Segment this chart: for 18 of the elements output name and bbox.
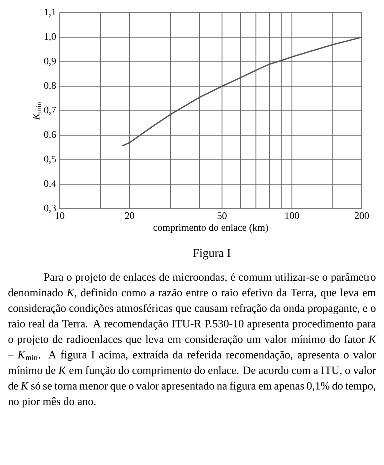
x-tick-label: 50	[218, 212, 227, 220]
x-axis-title: comprimento do enlace (km)	[154, 224, 268, 234]
y-tick-label: 0,8	[44, 82, 56, 91]
y-tick-label: 0,9	[44, 58, 56, 66]
text: Para o projeto de enlaces de microondas, é comum utilizar-se o parâmetro denominado K, definido como a razão entre o raio efetivo da Terra, que leva em consideração condições atmosféricas que causam refração da onda propagante, e o raio real da Terra. A recomendação ITU-R P.530-10 apresenta procedimento para o projeto de radioenlaces que leva em consideração um valor mínimo do fator K – K$_{min}$. A figura I acima, extraída da referida recomendação, apresenta o valor mínimo de K em função do comprimento do enlace. De acordo com a ITU, o valor de K só se torna menor que o valor apresentado na figura em apenas 0,1% do tempo, no pior mês do ano.	[8, 273, 377, 408]
y-tick-label: 0,5	[44, 156, 56, 164]
text: Figura I	[193, 249, 231, 260]
y-tick-label: 1,1	[44, 8, 56, 18]
x-tick-label: 200	[354, 212, 370, 220]
x-tick-label: 20	[125, 212, 134, 220]
y-tick-label: 0,6	[44, 131, 56, 140]
y-axis-title: K$_{min}$	[33, 102, 42, 120]
y-tick-label: 0,3	[44, 204, 56, 214]
y-tick-label: 0,4	[44, 180, 56, 189]
y-tick-label: 1,0	[44, 33, 56, 42]
x-tick-label: 100	[286, 212, 300, 220]
y-tick-label: 0,7	[44, 106, 56, 116]
x-tick-label: 10	[56, 212, 65, 220]
